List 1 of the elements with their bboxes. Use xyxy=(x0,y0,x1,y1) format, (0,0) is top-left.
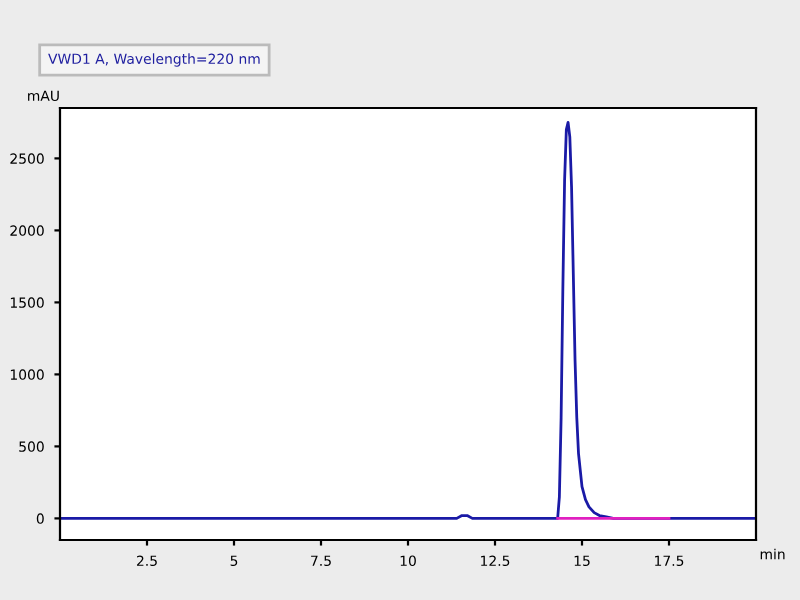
line-series xyxy=(60,121,756,520)
